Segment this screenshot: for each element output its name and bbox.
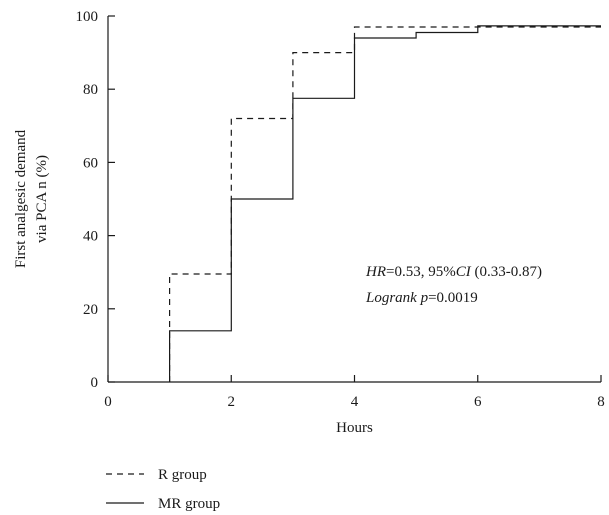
- y-tick-label-20: 20: [83, 302, 98, 318]
- hazard-ratio-text: HR=0.53, 95%CI (0.33-0.87): [365, 264, 542, 280]
- y-axis-title-line-2: via PCA n (%): [34, 155, 50, 243]
- y-axis-title-line-1: First analgesic demand: [13, 129, 29, 268]
- series-mr-group: [169, 25, 601, 382]
- legend-label-r-group: R group: [158, 467, 207, 483]
- y-tick-label-100: 100: [76, 9, 99, 25]
- x-tick-label-8: 8: [597, 394, 605, 410]
- stats-annotation: HR=0.53, 95%CI (0.33-0.87) Logrank p=0.0…: [365, 264, 542, 306]
- p-value: =0.0019: [428, 290, 478, 306]
- logrank-label: Logrank: [365, 290, 417, 306]
- logrank-text: Logrank p=0.0019: [365, 290, 478, 306]
- x-tick-label-4: 4: [351, 394, 359, 410]
- y-tick-label-0: 0: [91, 375, 99, 391]
- legend-label-mr-group: MR group: [158, 496, 220, 512]
- legend: R group MR group: [106, 467, 220, 512]
- axes: 0 20 40 60 80 100 0 2 4 6 8: [76, 9, 605, 410]
- hr-value: =0.53, 95%: [386, 264, 456, 280]
- x-tick-label-2: 2: [228, 394, 236, 410]
- x-axis-label: Hours: [336, 420, 373, 436]
- ci-label: CI: [456, 264, 472, 280]
- y-tick-label-80: 80: [83, 82, 98, 98]
- series-r-group: [169, 26, 601, 382]
- x-tick-label-0: 0: [104, 394, 112, 410]
- p-label: p: [417, 290, 429, 306]
- series-group: [169, 25, 601, 382]
- y-tick-label-60: 60: [83, 155, 98, 171]
- x-tick-label-6: 6: [474, 394, 482, 410]
- y-tick-label-40: 40: [83, 229, 98, 245]
- x-axis-title: Hours: [336, 420, 373, 436]
- hr-label: HR: [365, 264, 386, 280]
- ci-value: (0.33-0.87): [471, 264, 542, 280]
- y-axis-label: First analgesic demand via PCA n (%): [13, 129, 50, 268]
